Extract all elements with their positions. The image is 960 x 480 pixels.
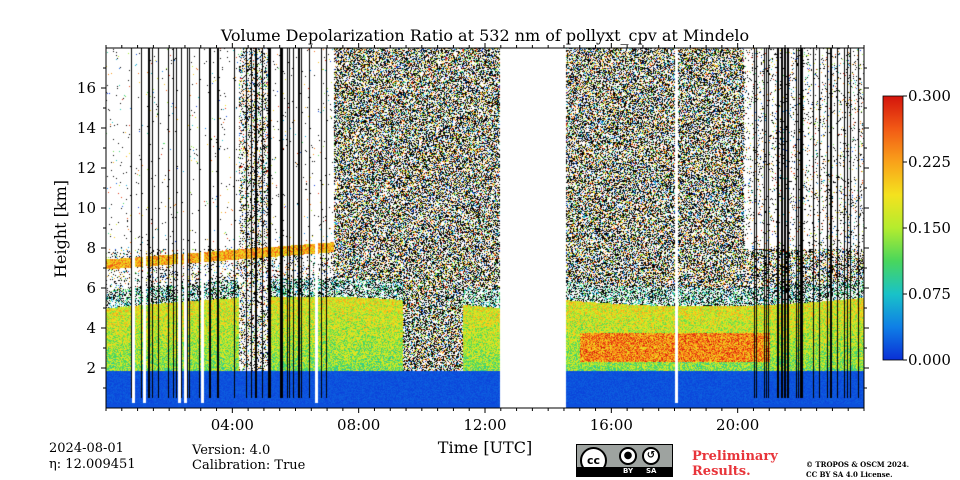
y-tick-label: 2 bbox=[86, 359, 96, 377]
y-tick-label: 4 bbox=[86, 319, 96, 337]
copyright-line2: CC BY SA 4.0 License. bbox=[806, 470, 893, 479]
x-tick-label: 16:00 bbox=[590, 416, 633, 434]
x-tick-label: 08:00 bbox=[337, 416, 380, 434]
preliminary-notice-line1: Preliminary bbox=[692, 449, 778, 464]
colorbar-ticks: 0.000 0.075 0.150 0.225 0.300 bbox=[903, 87, 951, 369]
x-tick-label: 12:00 bbox=[463, 416, 506, 434]
colorbar-tick-label: 0.075 bbox=[908, 285, 951, 303]
by-label: BY bbox=[623, 467, 634, 475]
y-tick-label: 12 bbox=[77, 159, 96, 177]
colorbar-tick-label: 0.225 bbox=[908, 153, 951, 171]
eta-label: η: 12.009451 bbox=[49, 457, 136, 472]
sa-label: SA bbox=[646, 467, 657, 475]
cc-license-badge: cc ● ↺ BY SA bbox=[576, 444, 673, 477]
x-axis-ticks: 04:00 08:00 12:00 16:00 20:00 bbox=[105, 43, 865, 434]
colorbar-tick-label: 0.150 bbox=[908, 219, 951, 237]
calibration-label: Calibration: True bbox=[192, 458, 306, 473]
x-tick-label: 20:00 bbox=[716, 416, 759, 434]
copyright-line1: © TROPOS & OSCM 2024. bbox=[806, 460, 910, 469]
y-tick-label: 10 bbox=[77, 199, 96, 217]
date-label: 2024-08-01 bbox=[49, 441, 124, 456]
colorbar-tick-label: 0.300 bbox=[908, 87, 951, 105]
preliminary-notice-line2: Results. bbox=[692, 464, 751, 479]
y-axis-ticks: 2 4 6 8 10 12 14 16 bbox=[77, 67, 869, 389]
x-tick-label: 04:00 bbox=[211, 416, 254, 434]
colorbar-tick-label: 0.000 bbox=[908, 351, 951, 369]
y-axis-label: Height [km] bbox=[51, 180, 70, 278]
y-tick-label: 8 bbox=[86, 239, 96, 257]
version-label: Version: 4.0 bbox=[192, 443, 271, 458]
y-tick-label: 6 bbox=[86, 279, 96, 297]
plot-area bbox=[105, 47, 865, 409]
depolarization-heatmap bbox=[106, 48, 864, 408]
x-axis-label: Time [UTC] bbox=[438, 438, 532, 457]
y-tick-label: 16 bbox=[77, 79, 96, 97]
colorbar bbox=[882, 95, 904, 361]
chart-title: Volume Depolarization Ratio at 532 nm of… bbox=[220, 26, 749, 45]
badge-band bbox=[577, 467, 672, 476]
y-tick-label: 14 bbox=[77, 119, 96, 137]
attribution-icon: ● bbox=[619, 447, 637, 465]
share-alike-icon: ↺ bbox=[642, 447, 660, 465]
